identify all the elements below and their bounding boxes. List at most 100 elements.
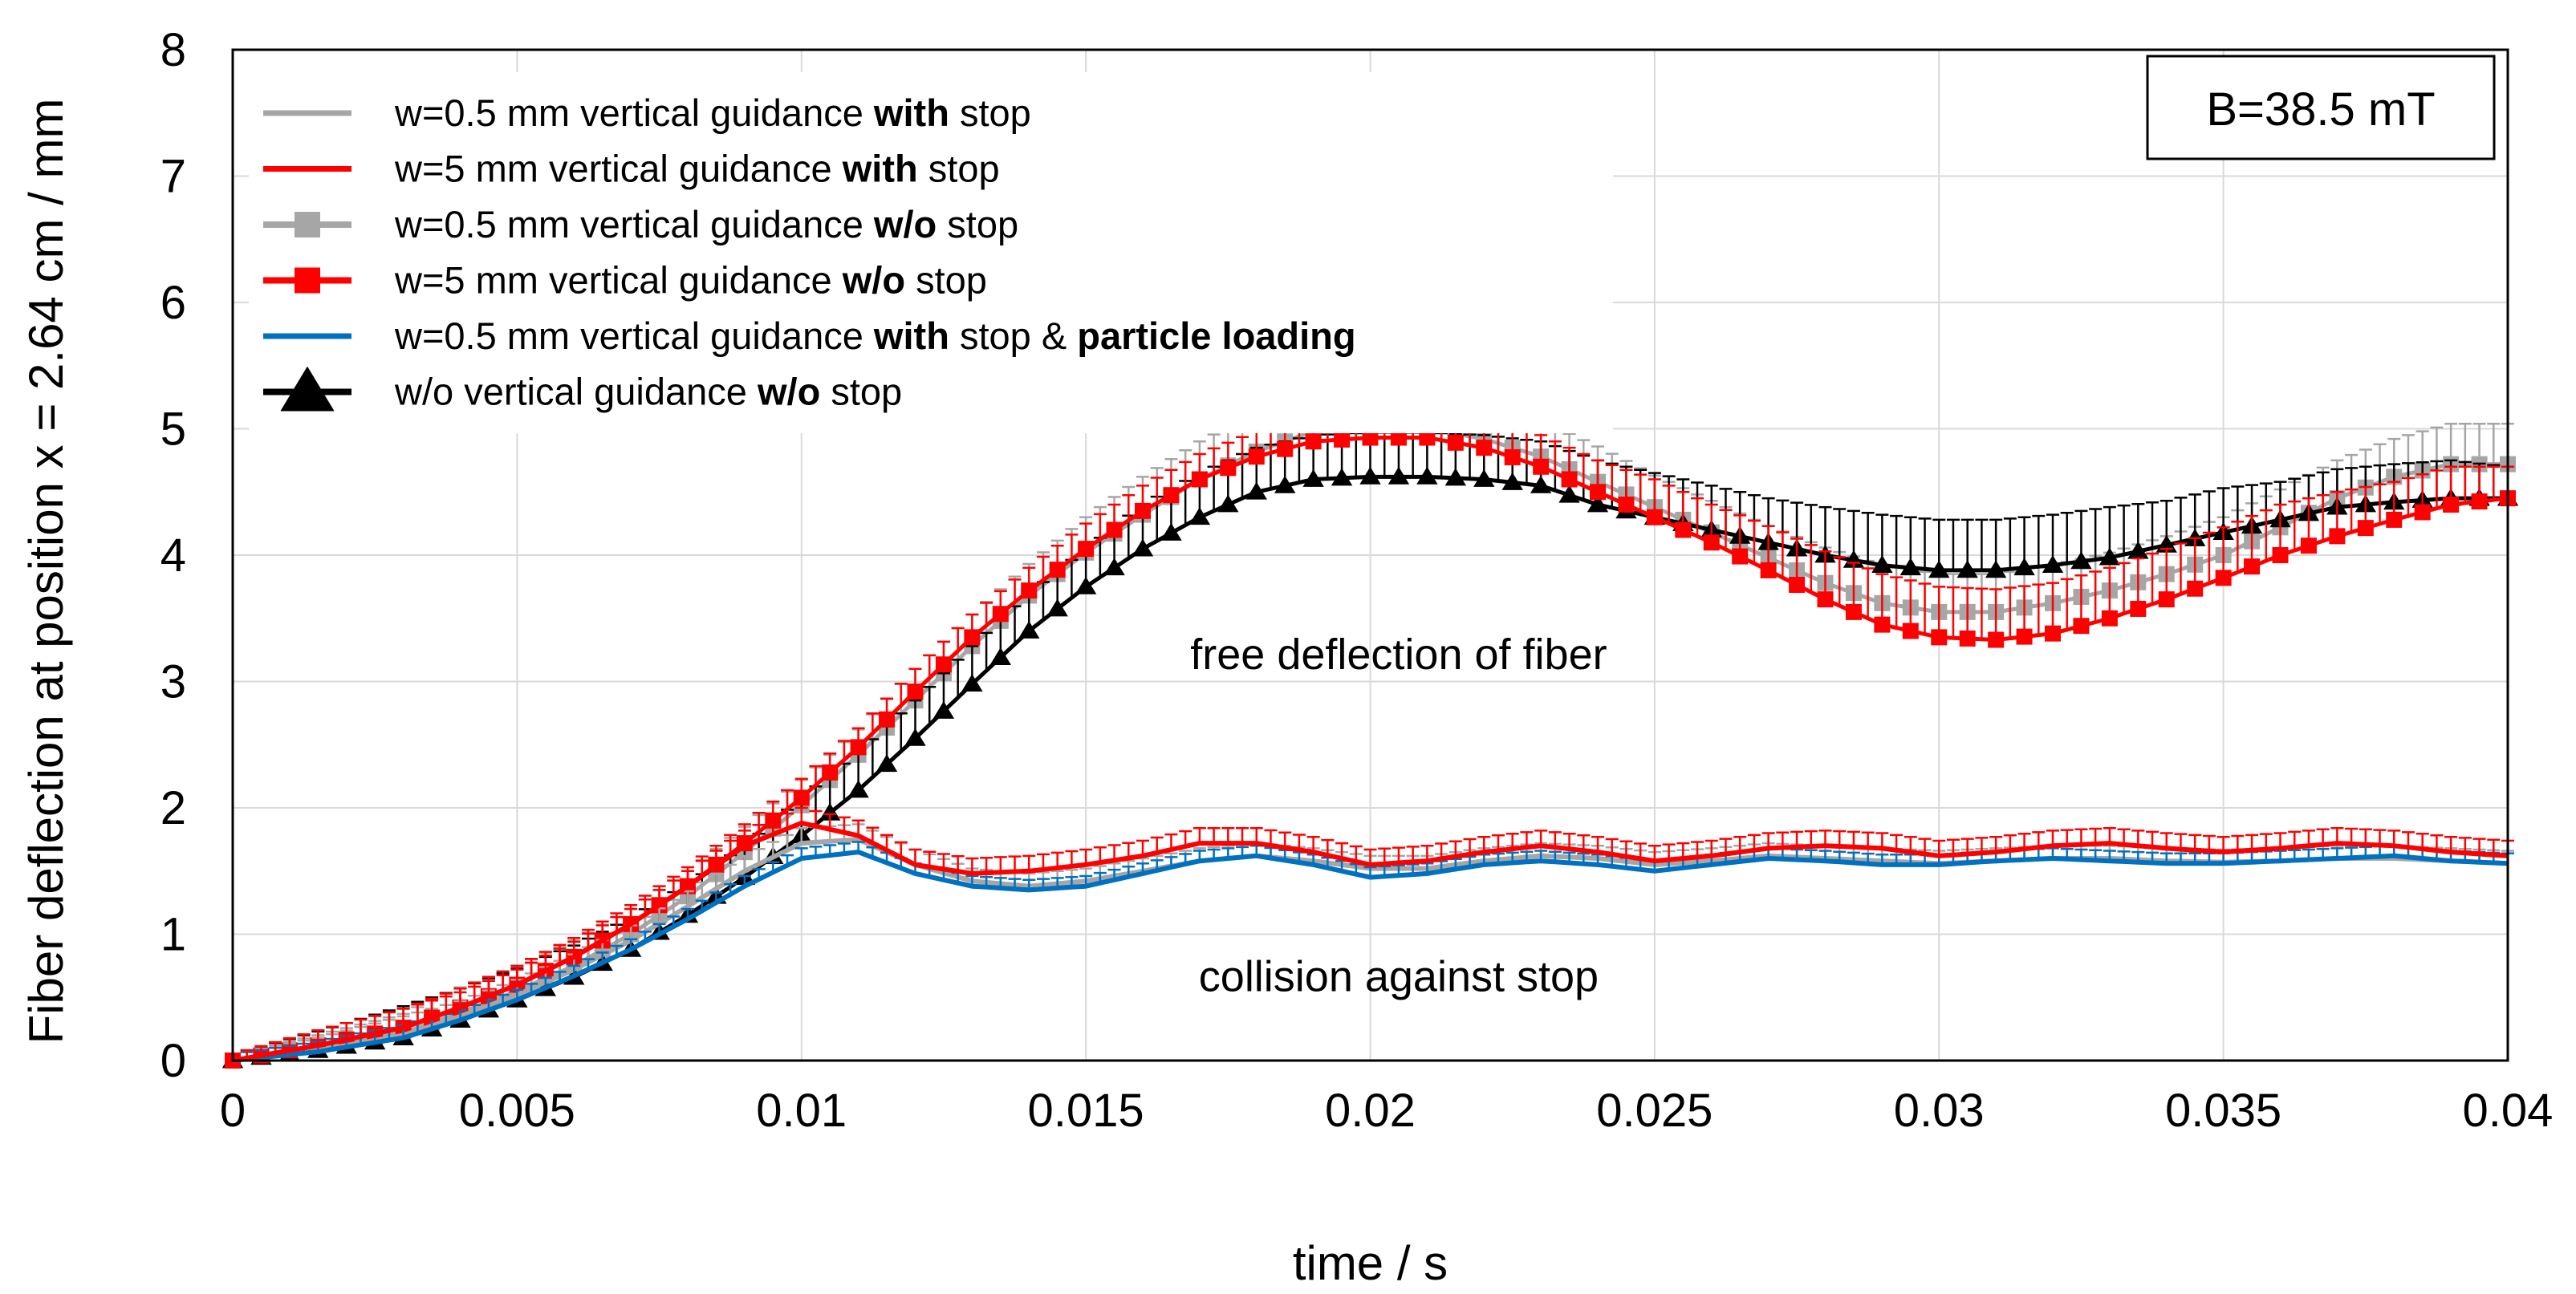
data-point: [1075, 576, 1097, 594]
x-tick-label: 0.03: [1894, 1085, 1985, 1137]
data-point: [2471, 493, 2488, 510]
data-point: [1561, 471, 1578, 488]
legend-label-part: w=0.5 mm vertical guidance: [394, 203, 874, 245]
series-layer: [221, 384, 2519, 1069]
annotation: free deflection of fiber: [1190, 631, 1607, 679]
data-point: [1504, 448, 1521, 465]
data-point: [989, 647, 1012, 665]
data-point: [1220, 460, 1237, 477]
series-line: [232, 820, 2509, 1063]
y-tick-label: 8: [160, 24, 186, 76]
data-point: [847, 780, 869, 798]
data-point: [2127, 541, 2149, 559]
data-point: [1132, 538, 1154, 557]
data-point: [1985, 560, 2007, 578]
data-point: [1473, 469, 1495, 487]
data-point: [961, 674, 983, 692]
data-point: [2386, 511, 2403, 528]
data-point: [904, 728, 926, 746]
legend-entry: w=0.5 mm vertical guidance with stop & p…: [263, 314, 1356, 357]
field-strength-box: B=38.5 mT: [2146, 55, 2496, 160]
data-point: [1871, 555, 1893, 574]
data-point: [1931, 629, 1948, 646]
legend: w=0.5 mm vertical guidance with stopw=5 …: [249, 72, 1613, 433]
data-point: [1018, 620, 1040, 639]
data-point: [876, 754, 898, 773]
data-point: [1245, 481, 1267, 500]
data-point: [1277, 440, 1294, 457]
data-point: [793, 789, 810, 806]
data-point: [1248, 448, 1265, 465]
legend-entry: w=5 mm vertical guidance with stop: [263, 148, 1000, 190]
data-point: [1106, 521, 1123, 538]
x-tick-label: 0.005: [459, 1085, 575, 1137]
data-point: [2016, 628, 2033, 645]
legend-label: w=5 mm vertical guidance with stop: [394, 148, 1000, 190]
data-point: [1359, 466, 1381, 485]
legend-label-part: w=5 mm vertical guidance: [394, 148, 843, 190]
legend-label: w=0.5 mm vertical guidance with stop: [394, 91, 1031, 134]
y-tick-label: 2: [160, 782, 186, 834]
annotations: free deflection of fiber collision agains…: [1190, 631, 1607, 1001]
legend-label-part: w=0.5 mm vertical guidance: [394, 91, 874, 134]
data-point: [2045, 625, 2061, 642]
data-point: [1874, 616, 1891, 633]
x-tick-label: 0.025: [1596, 1085, 1713, 1137]
legend-label: w=0.5 mm vertical guidance w/o stop: [394, 203, 1018, 245]
data-point: [1078, 541, 1095, 558]
legend-label-part: stop: [918, 148, 1000, 190]
data-point: [2187, 580, 2204, 597]
data-point: [819, 802, 841, 821]
legend-swatch-marker: [295, 212, 320, 237]
data-point: [2042, 555, 2064, 574]
data-point: [1732, 548, 1749, 565]
data-point: [1163, 487, 1180, 504]
legend-label-part: w/o vertical guidance: [394, 371, 758, 413]
legend-entry: w=0.5 mm vertical guidance with stop: [263, 91, 1031, 134]
data-point: [1703, 534, 1720, 551]
annotation: collision against stop: [1199, 952, 1599, 1000]
series-s2: [232, 806, 2514, 1063]
data-point: [1021, 582, 1038, 599]
data-point: [1046, 598, 1068, 617]
data-point: [2300, 537, 2317, 554]
data-point: [992, 606, 1009, 623]
data-point: [1049, 562, 1066, 578]
y-axis-title: Fiber deflection at position x = 2.64 cm…: [19, 99, 73, 1045]
data-point: [1845, 603, 1862, 620]
legend-entry: w=5 mm vertical guidance w/o stop: [263, 259, 987, 302]
field-strength-box-frame: [2146, 55, 2496, 160]
data-point: [1646, 509, 1663, 525]
data-point: [2272, 547, 2289, 563]
data-point: [1331, 468, 1353, 486]
data-point: [964, 629, 981, 646]
y-axis-ticks: 0 1 2 3 4 5 6 7 8: [160, 24, 186, 1087]
field-strength-label: B=38.5 mT: [2206, 83, 2435, 136]
data-point: [2329, 528, 2346, 545]
data-point: [1160, 522, 1182, 541]
data-point: [1419, 429, 1436, 446]
data-point: [1302, 469, 1324, 487]
data-point: [2013, 558, 2035, 576]
data-point: [1305, 433, 1322, 450]
legend-label-part: with: [842, 148, 918, 190]
x-axis-ticks: 0 0.005 0.01 0.015 0.02 0.025 0.03 0.035 0.04: [220, 1085, 2554, 1137]
data-point: [2215, 570, 2232, 586]
legend-label-part: particle loading: [1077, 314, 1355, 357]
legend-label-part: stop: [949, 91, 1031, 134]
data-point: [1501, 472, 1523, 490]
data-point: [1956, 560, 1978, 578]
data-point: [850, 739, 867, 756]
legend-label-part: stop: [905, 259, 987, 302]
x-tick-label: 0.035: [2165, 1085, 2281, 1137]
data-point: [2443, 497, 2460, 513]
legend-label-part: w/o: [757, 371, 820, 413]
data-point: [2244, 558, 2261, 575]
data-point: [822, 764, 839, 781]
data-point: [1447, 434, 1464, 451]
data-point: [1902, 623, 1919, 639]
data-point: [1444, 468, 1467, 486]
data-point: [1558, 485, 1580, 503]
x-tick-label: 0.01: [756, 1085, 847, 1137]
data-point: [935, 656, 952, 673]
